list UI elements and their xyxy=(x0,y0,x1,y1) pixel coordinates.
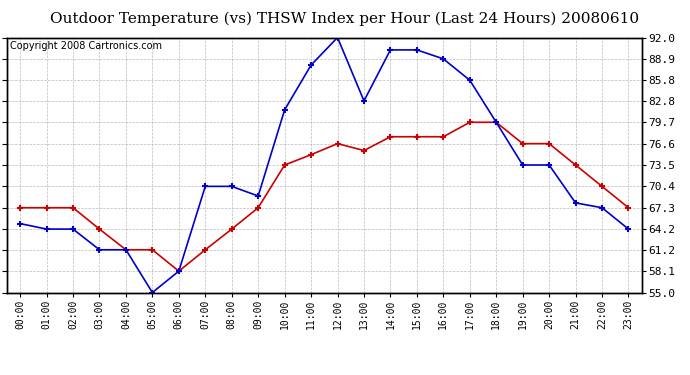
Text: Copyright 2008 Cartronics.com: Copyright 2008 Cartronics.com xyxy=(10,41,162,51)
Text: Outdoor Temperature (vs) THSW Index per Hour (Last 24 Hours) 20080610: Outdoor Temperature (vs) THSW Index per … xyxy=(50,11,640,26)
